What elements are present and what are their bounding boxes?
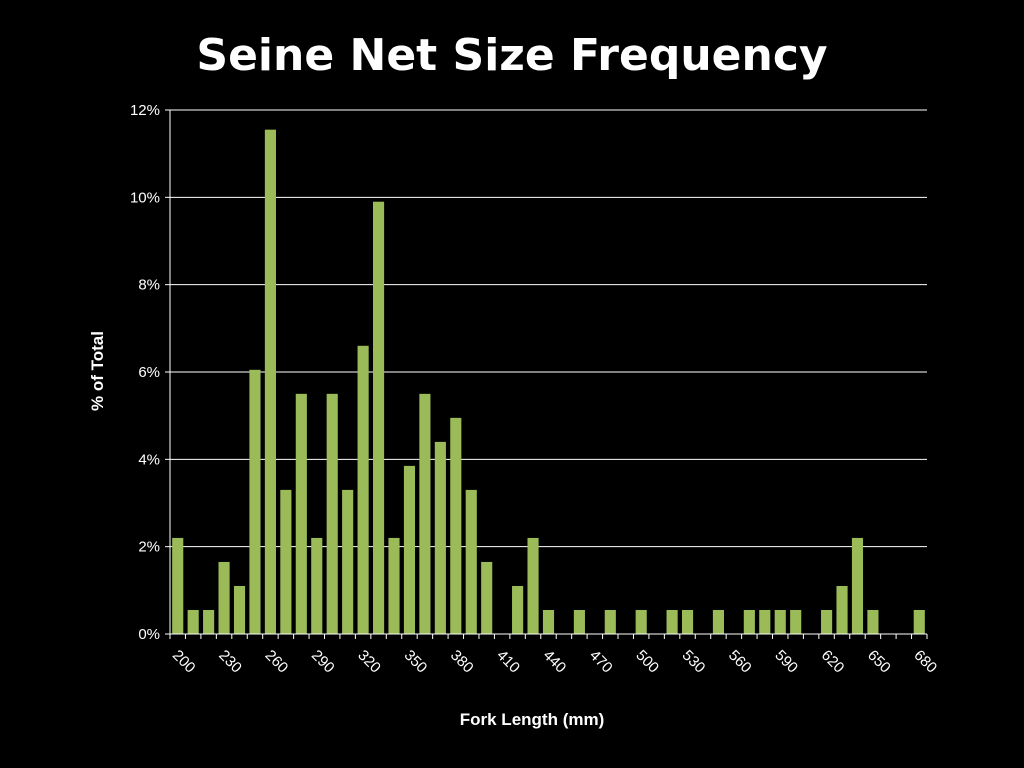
x-tick-label: 590 — [771, 647, 801, 677]
bars — [172, 129, 925, 634]
bar-590 — [774, 609, 786, 634]
x-axis-label: Fork Length (mm) — [460, 710, 605, 729]
y-tick-label: 10% — [130, 189, 160, 206]
x-tick-label: 650 — [864, 647, 894, 677]
bar-600 — [790, 609, 802, 634]
x-tick-label: 680 — [910, 647, 940, 677]
bar-570 — [743, 609, 755, 634]
x-tick-label: 560 — [725, 647, 755, 677]
x-tick-label: 290 — [308, 647, 338, 677]
bar-460 — [573, 609, 585, 634]
axes — [165, 109, 928, 639]
bar-320 — [357, 345, 369, 634]
bar-370 — [434, 441, 446, 634]
bar-550 — [712, 609, 725, 634]
bar-340 — [388, 537, 400, 634]
bar-500 — [635, 609, 647, 634]
bar-520 — [666, 609, 678, 634]
x-tick-label: 620 — [818, 647, 848, 677]
bar-330 — [372, 201, 385, 634]
bar-640 — [851, 537, 864, 634]
x-tick-label: 410 — [493, 647, 523, 677]
bar-290 — [311, 537, 323, 634]
x-tick-labels: 200 230 260 290 320 350 380 410 440 470 500 530 560 5… — [169, 647, 940, 677]
bar-390 — [465, 489, 477, 634]
x-tick-label: 350 — [401, 647, 431, 677]
chart-title: Seine Net Size Frequency — [196, 30, 828, 81]
y-tick-label: 2% — [138, 539, 160, 556]
bar-620 — [821, 609, 833, 634]
bar-310 — [342, 489, 354, 634]
bar-380 — [450, 417, 462, 634]
x-tick-label: 500 — [632, 647, 662, 677]
x-tick-label: 380 — [447, 647, 477, 677]
x-tick-label: 440 — [540, 647, 570, 677]
y-tick-label: 4% — [138, 451, 160, 468]
bar-250 — [249, 369, 261, 634]
x-tick-label: 530 — [679, 647, 709, 677]
y-tick-label: 12% — [130, 102, 160, 119]
y-tick-label: 0% — [138, 626, 160, 643]
bar-270 — [280, 489, 292, 634]
bar-580 — [759, 609, 771, 634]
bar-260 — [264, 129, 276, 634]
bar-420 — [512, 585, 524, 634]
bar-200 — [172, 537, 184, 634]
bar-240 — [233, 585, 246, 634]
y-axis-label: % of Total — [88, 331, 107, 411]
bar-630 — [836, 585, 848, 634]
bar-220 — [203, 609, 215, 634]
gridlines — [170, 109, 927, 548]
bar-480 — [604, 609, 616, 634]
bar-300 — [326, 393, 338, 634]
bar-680 — [913, 609, 925, 634]
bar-430 — [527, 537, 539, 634]
bar-440 — [542, 609, 555, 634]
x-tick-label: 470 — [586, 647, 616, 677]
x-tick-label: 320 — [354, 647, 384, 677]
y-tick-label: 6% — [138, 364, 160, 381]
bar-280 — [295, 393, 307, 634]
bar-400 — [481, 561, 493, 634]
y-tick-label: 8% — [138, 277, 160, 294]
bar-210 — [187, 609, 199, 634]
bar-650 — [867, 609, 879, 634]
x-tick-label: 230 — [215, 647, 245, 677]
x-tick-label: 200 — [169, 647, 199, 677]
y-tick-labels: 0% 2% 4% 6% 8% 10% 12% — [130, 102, 160, 643]
x-tick-label: 260 — [262, 647, 292, 677]
bar-230 — [218, 561, 230, 634]
bar-350 — [403, 465, 416, 634]
bar-530 — [681, 609, 694, 634]
bar-360 — [419, 393, 431, 634]
